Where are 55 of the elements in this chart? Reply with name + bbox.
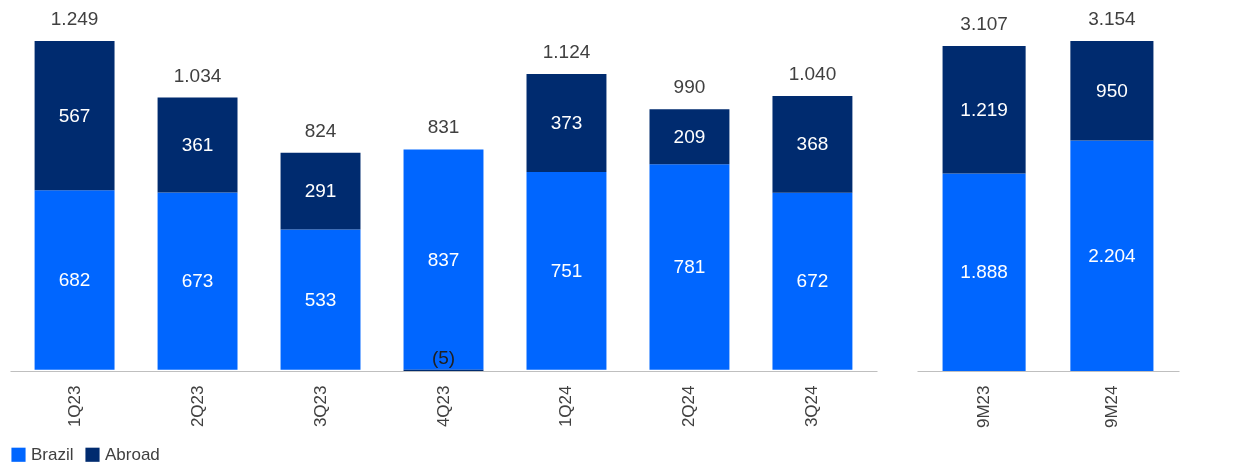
data-label: 781 — [673, 255, 706, 277]
data-label: 751 — [550, 259, 583, 281]
bar — [403, 149, 484, 370]
total-label: 990 — [673, 76, 706, 98]
x-tick-label: 9M23 — [974, 385, 994, 429]
data-label: 533 — [304, 288, 337, 310]
total-label: 3.154 — [1088, 8, 1137, 29]
bar — [157, 192, 238, 370]
data-label: 373 — [550, 111, 583, 133]
x-tick-label: 3Q24 — [802, 385, 822, 428]
bar — [526, 172, 607, 370]
total-label: 824 — [304, 119, 337, 141]
data-label: 291 — [304, 180, 337, 202]
bar — [34, 190, 115, 370]
data-label: 672 — [796, 270, 829, 292]
data-label: 837 — [427, 248, 460, 270]
legend-label: Brazil — [31, 444, 74, 464]
data-label: 567 — [58, 104, 91, 126]
data-label: 673 — [181, 270, 214, 292]
bar — [942, 173, 1026, 371]
x-tick-label: 1Q23 — [64, 385, 84, 428]
total-label: 3.107 — [960, 12, 1008, 34]
bar — [526, 73, 607, 173]
data-label: 1.219 — [960, 98, 1008, 120]
x-tick-label: 4Q23 — [433, 385, 453, 428]
x-tick-label: 3Q23 — [310, 385, 330, 428]
x-tick-label: 9M24 — [1101, 385, 1121, 429]
x-tick-label: 1Q24 — [556, 385, 576, 428]
data-label: 1.888 — [960, 261, 1008, 283]
bar — [649, 164, 730, 370]
bar — [772, 96, 853, 193]
total-label: 1.034 — [173, 64, 222, 86]
data-label: 682 — [58, 268, 91, 290]
total-label: 1.124 — [542, 40, 591, 62]
bar — [942, 45, 1026, 174]
total-label: 831 — [427, 116, 460, 138]
total-label: 1.040 — [788, 63, 837, 84]
data-label: 361 — [181, 134, 214, 156]
total-label: 1.249 — [50, 8, 99, 29]
bar — [1070, 41, 1154, 141]
data-label: 950 — [1096, 79, 1128, 101]
bar — [280, 229, 361, 370]
x-tick-label: 2Q23 — [187, 385, 207, 428]
data-label: 368 — [796, 133, 829, 155]
data-label: (5) — [431, 346, 456, 368]
bar — [280, 152, 361, 230]
bar — [772, 192, 853, 370]
data-label: 2.204 — [1088, 244, 1137, 266]
bar — [649, 109, 730, 165]
bar — [157, 97, 238, 193]
legend-label: Abroad — [105, 444, 160, 464]
bar — [1070, 140, 1154, 371]
data-label: 209 — [673, 125, 706, 147]
bar — [34, 41, 115, 191]
x-tick-label: 2Q24 — [679, 385, 699, 428]
